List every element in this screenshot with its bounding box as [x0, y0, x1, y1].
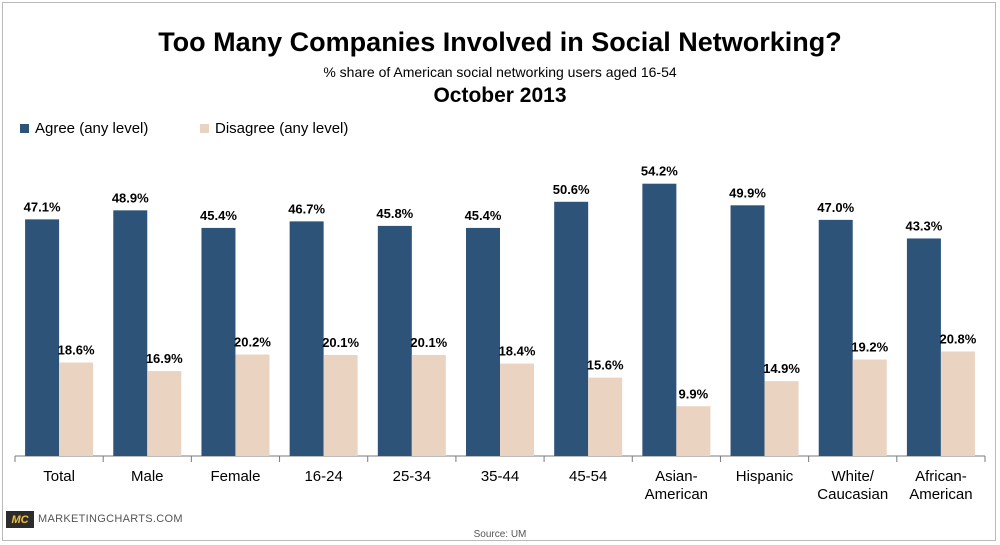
category-label: American: [909, 486, 972, 503]
legend-label-agree: Agree (any level): [35, 120, 149, 137]
legend-swatch-agree: [20, 124, 29, 133]
bar-agree: [289, 221, 324, 456]
footer-brand: MARKETINGCHARTS.COM: [38, 513, 183, 525]
legend-label-disagree: Disagree (any level): [215, 120, 349, 137]
category-label: 16-24: [304, 468, 342, 485]
category-label: Total: [43, 468, 75, 485]
category-label: Hispanic: [736, 468, 794, 485]
source-note: Source: UM: [473, 529, 527, 540]
bar-agree: [906, 238, 941, 456]
data-label-disagree: 19.2%: [851, 340, 888, 355]
data-label-agree: 45.4%: [200, 208, 237, 223]
data-label-agree: 45.4%: [465, 208, 502, 223]
category-label: American: [645, 486, 708, 503]
bar-disagree: [676, 406, 711, 456]
data-label-disagree: 16.9%: [146, 351, 183, 366]
bar-agree: [554, 201, 589, 456]
data-label-agree: 45.8%: [376, 206, 413, 221]
data-label-agree: 46.7%: [288, 201, 325, 216]
category-label: 25-34: [393, 468, 431, 485]
data-label-disagree: 9.9%: [679, 386, 709, 401]
category-label: African-: [915, 468, 967, 485]
bar-disagree: [764, 381, 799, 456]
data-label-disagree: 20.1%: [410, 335, 447, 350]
data-label-agree: 54.2%: [641, 164, 678, 179]
bar-disagree: [588, 377, 623, 456]
data-label-agree: 47.1%: [24, 199, 61, 214]
data-label-agree: 48.9%: [112, 190, 149, 205]
legend-item-agree: Agree (any level): [20, 120, 148, 137]
data-label-disagree: 18.6%: [58, 343, 95, 358]
bar-disagree: [235, 354, 270, 456]
bar-agree: [25, 219, 60, 456]
bar-agree: [818, 219, 853, 456]
category-label: 45-54: [569, 468, 607, 485]
bar-agree: [730, 205, 765, 456]
data-label-agree: 43.3%: [905, 218, 942, 233]
category-label: Caucasian: [817, 486, 888, 503]
bar-disagree: [147, 371, 182, 456]
data-label-disagree: 14.9%: [763, 361, 800, 376]
category-label: White/: [831, 468, 874, 485]
category-label: Male: [131, 468, 164, 485]
data-label-agree: 47.0%: [817, 200, 854, 215]
bar-agree: [466, 227, 500, 456]
data-label-disagree: 20.1%: [322, 335, 359, 350]
data-label-agree: 50.6%: [553, 182, 590, 197]
category-label: 35-44: [481, 468, 519, 485]
bar-disagree: [411, 355, 446, 456]
bar-agree: [642, 183, 677, 456]
data-label-disagree: 15.6%: [587, 358, 624, 373]
data-label-disagree: 18.4%: [499, 344, 536, 359]
chart-title: Too Many Companies Involved in Social Ne…: [158, 27, 842, 57]
legend-swatch-disagree: [200, 124, 209, 133]
bar-disagree: [940, 351, 975, 456]
bar-disagree: [852, 359, 887, 456]
category-label: Asian-: [655, 468, 698, 485]
legend-item-disagree: Disagree (any level): [200, 120, 348, 137]
bar-agree: [201, 227, 236, 456]
data-label-agree: 49.9%: [729, 185, 766, 200]
category-label: Female: [210, 468, 260, 485]
chart-subtitle: % share of American social networking us…: [323, 64, 677, 80]
bar-disagree: [59, 362, 94, 456]
data-label-disagree: 20.2%: [234, 335, 271, 350]
marketingcharts-logo: MC: [6, 511, 34, 528]
bar-disagree: [500, 363, 534, 456]
bar-agree: [113, 210, 148, 456]
bar-agree: [377, 225, 412, 456]
bar-disagree: [323, 355, 358, 456]
chart-date: October 2013: [433, 84, 567, 107]
data-label-disagree: 20.8%: [939, 332, 976, 347]
